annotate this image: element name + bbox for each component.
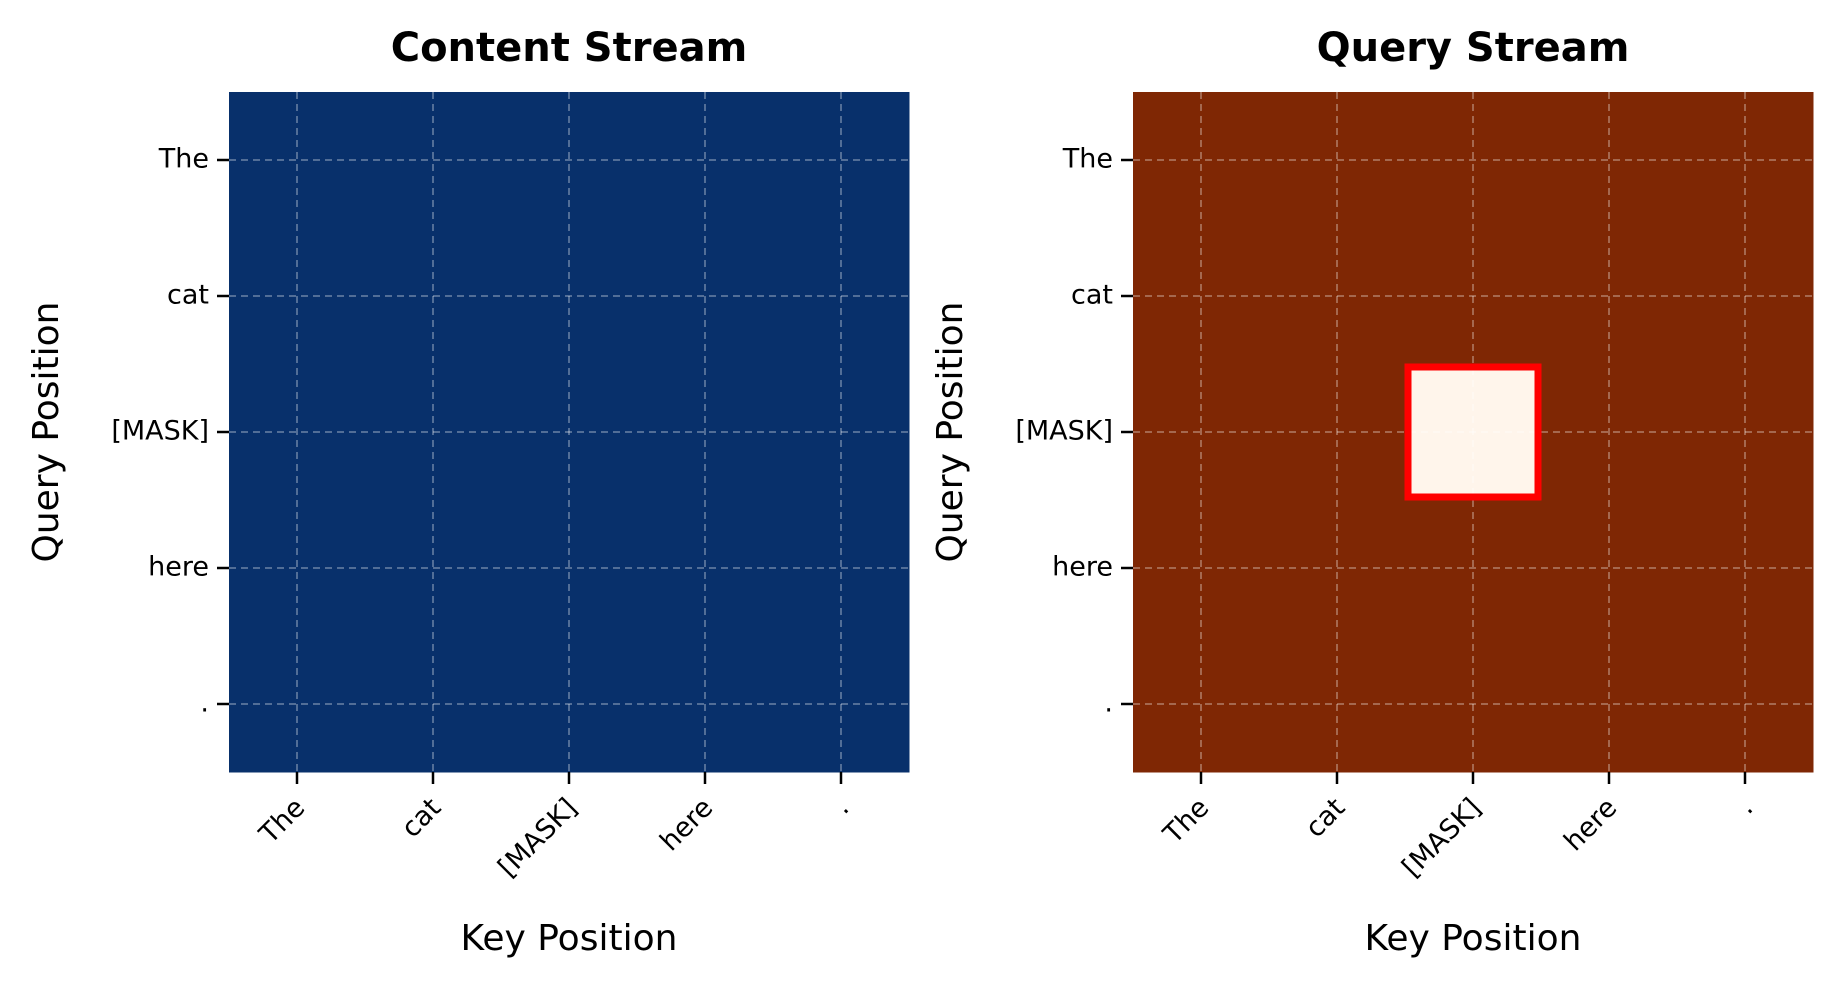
- y-tick-label: .: [200, 688, 209, 719]
- x-tick-label: cat: [396, 792, 448, 844]
- heatmap-cell: [1133, 92, 1270, 229]
- x-tick-label: cat: [1300, 792, 1352, 844]
- heatmap-cell: [1133, 636, 1270, 773]
- heatmap-cell: [365, 636, 502, 773]
- highlight-box: [1404, 363, 1542, 501]
- heatmap-cell: [365, 92, 502, 229]
- heatmap-cell: [501, 92, 638, 229]
- heatmap-cell: [773, 500, 910, 637]
- heatmap-cell: [1677, 364, 1814, 501]
- heatmap-cell: [229, 636, 366, 773]
- heatmap-cell: [637, 228, 774, 365]
- heatmap-cell: [773, 228, 910, 365]
- x-axis-label: Key Position: [1365, 918, 1582, 959]
- heatmap-cell: [1677, 228, 1814, 365]
- heatmap-cell: [773, 92, 910, 229]
- heatmap-cell: [773, 636, 910, 773]
- x-tick-label: The: [253, 792, 311, 850]
- x-tick-label: .: [827, 792, 855, 820]
- heatmap-cell: [1405, 228, 1542, 365]
- heatmap-cell: [501, 364, 638, 501]
- heatmap-cell: [1677, 636, 1814, 773]
- heatmap-cell: [1133, 500, 1270, 637]
- heatmap-cell: [501, 636, 638, 773]
- heatmap-cell: [1269, 364, 1406, 501]
- heatmap-cell: [637, 636, 774, 773]
- heatmap-cell: [1677, 92, 1814, 229]
- y-axis-label: Query Position: [930, 301, 971, 562]
- x-tick-label: .: [1731, 792, 1759, 820]
- heatmap-cell: [365, 364, 502, 501]
- heatmap-cell: [773, 364, 910, 501]
- y-tick-label: The: [158, 144, 209, 175]
- heatmap-cell: [229, 500, 366, 637]
- heatmap-cell: [1405, 92, 1542, 229]
- y-axis-label: Query Position: [26, 301, 67, 562]
- x-tick-label: [MASK]: [1396, 792, 1487, 883]
- x-tick-label: here: [654, 792, 719, 857]
- x-tick-label: The: [1157, 792, 1215, 850]
- heatmap-cell: [1541, 228, 1678, 365]
- heatmap-cell: [1541, 364, 1678, 501]
- y-tick-label: here: [1052, 552, 1113, 583]
- heatmap-cell: [1269, 636, 1406, 773]
- heatmap-cell: [1405, 500, 1542, 637]
- heatmap-cell: [229, 92, 366, 229]
- heatmap-cell: [637, 92, 774, 229]
- heatmap-cell: [1541, 636, 1678, 773]
- heatmap-cell: [1405, 364, 1542, 501]
- heatmap-cell: [1133, 228, 1270, 365]
- heatmap-cell: [1677, 500, 1814, 637]
- heatmap-cell: [1269, 228, 1406, 365]
- y-tick-label: The: [1062, 144, 1113, 175]
- heatmap-cell: [1405, 636, 1542, 773]
- y-tick-label: cat: [167, 280, 209, 311]
- x-axis-label: Key Position: [461, 918, 678, 959]
- heatmap-cell: [637, 364, 774, 501]
- chart-title: Query Stream: [1317, 25, 1630, 71]
- heatmap-cell: [229, 228, 366, 365]
- y-tick-label: .: [1104, 688, 1113, 719]
- heatmap-cell: [1541, 500, 1678, 637]
- x-tick-label: here: [1558, 792, 1623, 857]
- heatmap-cell: [637, 500, 774, 637]
- y-tick-label: [MASK]: [1015, 416, 1113, 447]
- y-tick-label: here: [148, 552, 209, 583]
- heatmap-cell: [1133, 364, 1270, 501]
- chart-title: Content Stream: [391, 25, 748, 71]
- heatmap-cell: [501, 500, 638, 637]
- heatmap-cell: [229, 364, 366, 501]
- y-tick-label: [MASK]: [111, 416, 209, 447]
- heatmap-cell: [365, 228, 502, 365]
- heatmap-cell: [1269, 92, 1406, 229]
- heatmap-cell: [501, 228, 638, 365]
- y-tick-label: cat: [1071, 280, 1113, 311]
- heatmap-cell: [1541, 92, 1678, 229]
- x-tick-label: [MASK]: [492, 792, 583, 883]
- heatmap-cell: [1269, 500, 1406, 637]
- heatmap-cell: [365, 500, 502, 637]
